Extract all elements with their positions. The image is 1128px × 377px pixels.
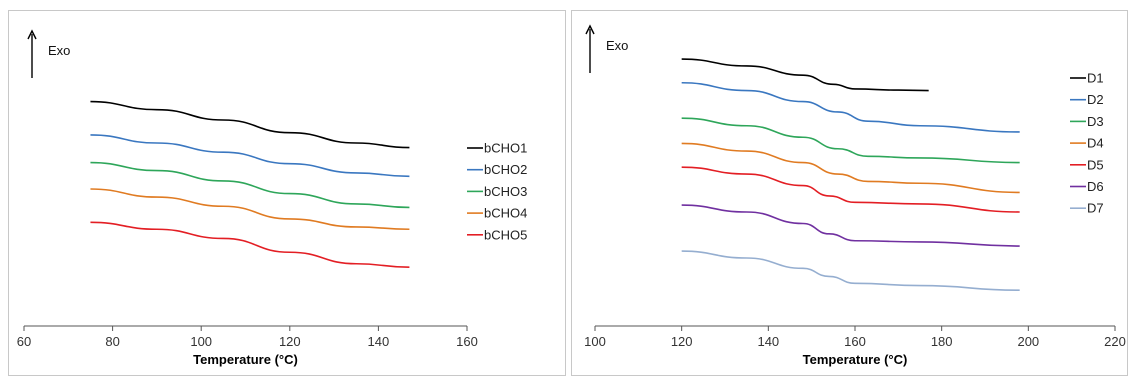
chart-left: 60 80 100 120 140 160 Temperature (°C) Exo bCHO1… [17,29,527,367]
left-x-tick-label: 160 [456,334,478,349]
chart-right: 100 120 140 160 180 200 220 Temperature (°C) Exo… [584,24,1126,367]
right-x-tick-label: 120 [671,334,693,349]
right-x-tick-label: 200 [1017,334,1039,349]
right-series-line-d5 [681,166,1020,213]
right-x-axis-title: Temperature (°C) [803,352,908,367]
right-legend-label: D3 [1087,114,1104,129]
chart-panel-left: 60 80 100 120 140 160 Temperature (°C) Exo bCHO1… [8,10,566,376]
left-legend-label: bCHO1 [484,141,527,156]
left-x-tick-label: 60 [17,334,31,349]
left-x-tick-label: 80 [105,334,119,349]
right-legend-label: D5 [1087,157,1104,172]
left-legend-label: bCHO2 [484,162,527,177]
left-series-line-bcho5 [90,221,410,268]
left-legend-label: bCHO3 [484,184,527,199]
right-series-line-d6 [681,204,1020,247]
left-x-axis-title: Temperature (°C) [193,352,298,367]
left-legend-label: bCHO4 [484,206,527,221]
left-exo-label: Exo [48,43,70,58]
right-x-tick-label: 100 [584,334,606,349]
left-series-line-bcho3 [90,161,410,209]
right-legend-label: D7 [1087,201,1104,216]
right-x-tick-label: 220 [1104,334,1126,349]
left-x-tick-label: 100 [190,334,212,349]
right-legend-label: D4 [1087,136,1104,151]
left-x-tick-label: 120 [279,334,301,349]
right-exo-label: Exo [606,38,628,53]
right-legend-label: D6 [1087,179,1104,194]
right-legend-label: D2 [1087,92,1104,107]
right-series-line-d1 [681,58,929,92]
right-exo-arrow-icon [585,24,595,73]
right-series-line-d7 [681,250,1020,291]
left-series-line-bcho1 [90,100,410,149]
chart-panel-right: 100 120 140 160 180 200 220 Temperature (°C) Exo… [571,10,1128,376]
left-legend-label: bCHO5 [484,227,527,242]
left-series-line-bcho4 [90,188,410,231]
right-legend-label: D1 [1087,71,1104,86]
right-series-line-d2 [681,81,1020,133]
left-series-line-bcho2 [90,134,410,178]
left-x-tick-label: 140 [368,334,390,349]
right-x-tick-label: 160 [844,334,866,349]
right-series-line-d4 [681,142,1020,194]
left-exo-arrow-icon [27,29,37,78]
right-x-tick-label: 140 [757,334,779,349]
right-x-tick-label: 180 [931,334,953,349]
right-series-line-d3 [681,117,1020,164]
